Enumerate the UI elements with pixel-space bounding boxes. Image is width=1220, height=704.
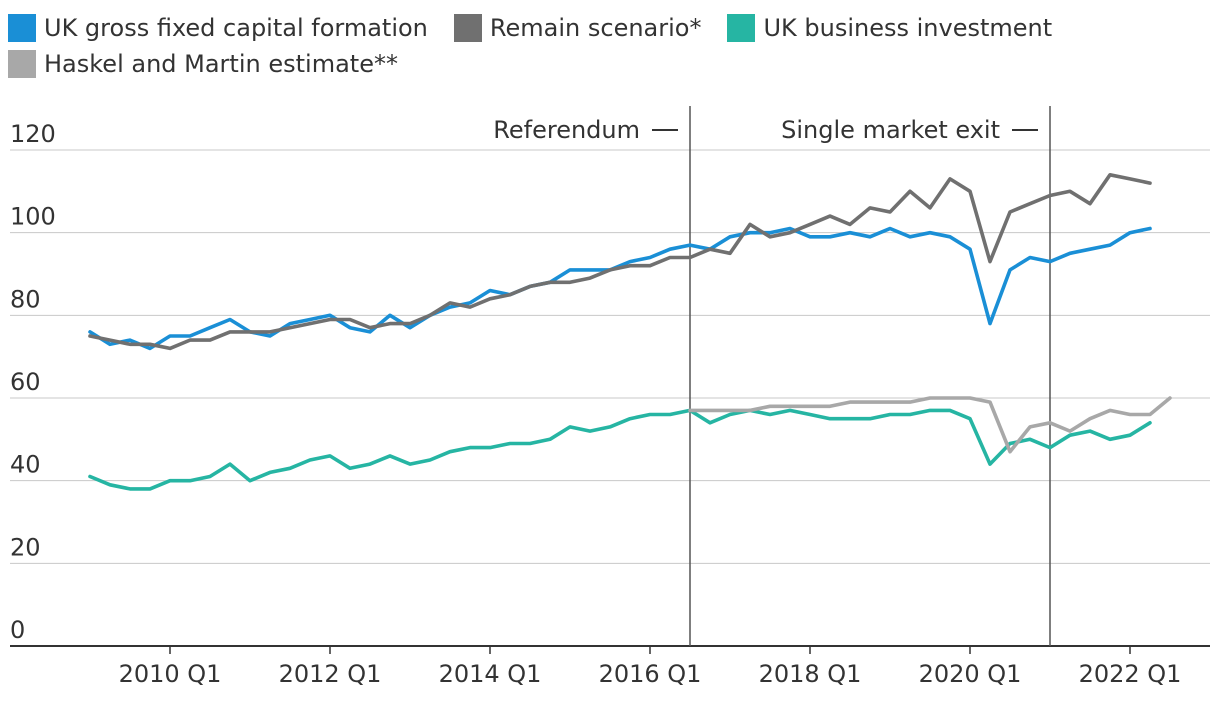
legend-item-remain: Remain scenario*: [453, 14, 702, 42]
y-tick-label-40: 40: [10, 451, 41, 479]
legend-swatch-haskel: [8, 50, 36, 78]
x-tick-label-4: 2018 Q1: [759, 660, 862, 688]
x-tick-label-0: 2010 Q1: [119, 660, 222, 688]
series-line-gfcf: [88, 226, 1152, 351]
annotation-label-0: Referendum: [493, 116, 640, 144]
x-tick-label-2: 2014 Q1: [439, 660, 542, 688]
series-line-business: [88, 408, 1152, 491]
x-tick-label-6: 2022 Q1: [1079, 660, 1182, 688]
series-line-remain: [88, 173, 1152, 351]
legend-item-haskel: Haskel and Martin estimate**: [8, 50, 398, 78]
y-tick-label-120: 120: [10, 120, 56, 148]
legend-row-1: UK gross fixed capital formation Remain …: [8, 10, 1208, 46]
legend-item-business: UK business investment: [727, 14, 1052, 42]
legend-swatch-gfcf: [8, 14, 36, 42]
y-tick-label-0: 0: [10, 616, 25, 644]
x-tick-label-5: 2020 Q1: [919, 660, 1022, 688]
legend: UK gross fixed capital formation Remain …: [8, 10, 1208, 82]
annotation-label-1: Single market exit: [781, 116, 1000, 144]
y-tick-label-60: 60: [10, 368, 41, 396]
legend-item-gfcf: UK gross fixed capital formation: [8, 14, 428, 42]
legend-swatch-business: [727, 14, 756, 42]
y-tick-label-80: 80: [10, 285, 41, 313]
legend-label-haskel: Haskel and Martin estimate**: [44, 50, 398, 78]
x-tick-label-3: 2016 Q1: [599, 660, 702, 688]
y-tick-label-20: 20: [10, 533, 41, 561]
y-tick-label-100: 100: [10, 203, 56, 231]
series-line-haskel: [688, 396, 1172, 454]
legend-label-business: UK business investment: [763, 14, 1053, 42]
legend-row-2: Haskel and Martin estimate**: [8, 46, 1208, 82]
legend-label-remain: Remain scenario*: [489, 14, 702, 42]
x-tick-label-1: 2012 Q1: [279, 660, 382, 688]
legend-label-gfcf: UK gross fixed capital formation: [44, 14, 428, 42]
legend-swatch-remain: [453, 14, 482, 42]
